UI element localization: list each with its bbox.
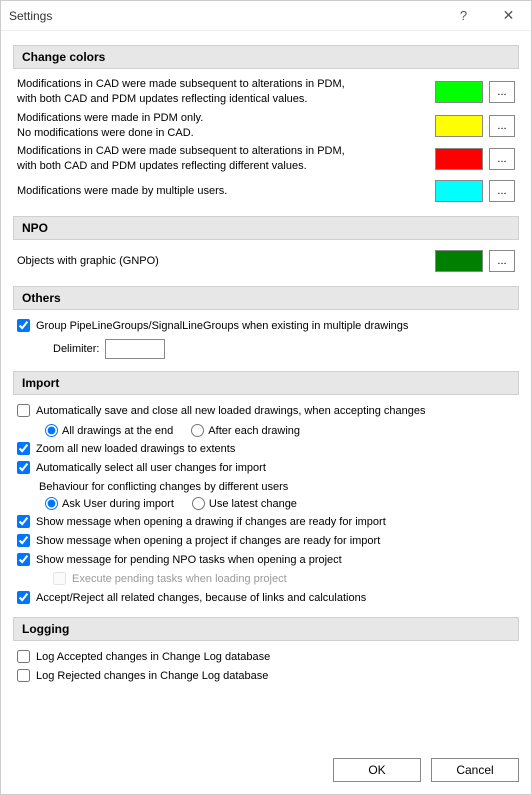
autosave-radio-row: All drawings at the end After each drawi… — [17, 420, 515, 439]
msg-project-row: Show message when opening a project if c… — [17, 531, 515, 550]
section-body-change-colors: Modifications in CAD were made subsequen… — [13, 69, 519, 210]
settings-window: Settings ? ✕ Change colors Modifications… — [0, 0, 532, 795]
color-swatch[interactable] — [435, 180, 483, 202]
group-pipelinegroups-label: Group PipeLineGroups/SignalLineGroups wh… — [36, 320, 408, 332]
cancel-button[interactable]: Cancel — [431, 758, 519, 782]
autosave-row: Automatically save and close all new loa… — [17, 401, 515, 420]
color-desc: Objects with graphic (GNPO) — [17, 254, 435, 269]
delimiter-label: Delimiter: — [53, 343, 99, 355]
section-body-others: Group PipeLineGroups/SignalLineGroups wh… — [13, 310, 519, 365]
msg-npo-row: Show message for pending NPO tasks when … — [17, 550, 515, 569]
color-row: Objects with graphic (GNPO) ... — [17, 246, 515, 276]
accept-reject-row: Accept/Reject all related changes, becau… — [17, 588, 515, 607]
color-swatch[interactable] — [435, 250, 483, 272]
close-icon[interactable]: ✕ — [486, 1, 531, 31]
autosave-checkbox[interactable] — [17, 404, 30, 417]
exec-pending-label: Execute pending tasks when loading proje… — [72, 573, 287, 585]
msg-project-label: Show message when opening a project if c… — [36, 535, 380, 547]
conflict-radio-ask-input[interactable] — [45, 497, 58, 510]
color-desc: Modifications in CAD were made subsequen… — [17, 77, 435, 107]
msg-project-checkbox[interactable] — [17, 534, 30, 547]
color-desc: Modifications were made in PDM only. No … — [17, 111, 435, 141]
log-rejected-label: Log Rejected changes in Change Log datab… — [36, 670, 268, 682]
color-pick-button[interactable]: ... — [489, 148, 515, 170]
color-pick-button[interactable]: ... — [489, 81, 515, 103]
conflict-heading: Behaviour for conflicting changes by dif… — [17, 477, 515, 493]
log-rejected-row: Log Rejected changes in Change Log datab… — [17, 666, 515, 685]
color-pick-button[interactable]: ... — [489, 180, 515, 202]
window-title: Settings — [9, 9, 441, 23]
delimiter-row: Delimiter: — [17, 335, 515, 361]
section-header-others: Others — [13, 286, 519, 310]
content-area: Change colors Modifications in CAD were … — [1, 31, 531, 748]
group-pipelinegroups-row: Group PipeLineGroups/SignalLineGroups wh… — [17, 316, 515, 335]
autoselect-checkbox[interactable] — [17, 461, 30, 474]
color-swatch[interactable] — [435, 115, 483, 137]
color-desc: Modifications in CAD were made subsequen… — [17, 144, 435, 174]
section-header-npo: NPO — [13, 216, 519, 240]
log-accepted-row: Log Accepted changes in Change Log datab… — [17, 647, 515, 666]
color-swatch[interactable] — [435, 81, 483, 103]
color-desc: Modifications were made by multiple user… — [17, 184, 435, 199]
color-pick-button[interactable]: ... — [489, 115, 515, 137]
conflict-radio-latest-input[interactable] — [192, 497, 205, 510]
section-header-import: Import — [13, 371, 519, 395]
autosave-label: Automatically save and close all new loa… — [36, 405, 426, 417]
color-pick-button[interactable]: ... — [489, 250, 515, 272]
zoom-row: Zoom all new loaded drawings to extents — [17, 439, 515, 458]
autosave-radio-all-input[interactable] — [45, 424, 58, 437]
color-row: Modifications in CAD were made subsequen… — [17, 142, 515, 176]
autosave-radio-each[interactable]: After each drawing — [191, 424, 300, 437]
section-body-npo: Objects with graphic (GNPO) ... — [13, 240, 519, 280]
titlebar: Settings ? ✕ — [1, 1, 531, 31]
group-pipelinegroups-checkbox[interactable] — [17, 319, 30, 332]
msg-npo-label: Show message for pending NPO tasks when … — [36, 554, 342, 566]
log-accepted-label: Log Accepted changes in Change Log datab… — [36, 651, 270, 663]
ok-button[interactable]: OK — [333, 758, 421, 782]
autoselect-row: Automatically select all user changes fo… — [17, 458, 515, 477]
conflict-radio-ask[interactable]: Ask User during import — [45, 497, 174, 510]
msg-drawing-label: Show message when opening a drawing if c… — [36, 516, 386, 528]
color-row: Modifications were made in PDM only. No … — [17, 109, 515, 143]
conflict-radio-latest[interactable]: Use latest change — [192, 497, 297, 510]
button-bar: OK Cancel — [1, 748, 531, 794]
color-row: Modifications were made by multiple user… — [17, 176, 515, 206]
msg-drawing-row: Show message when opening a drawing if c… — [17, 512, 515, 531]
section-header-logging: Logging — [13, 617, 519, 641]
zoom-label: Zoom all new loaded drawings to extents — [36, 443, 235, 455]
msg-drawing-checkbox[interactable] — [17, 515, 30, 528]
delimiter-input[interactable] — [105, 339, 165, 359]
color-swatch[interactable] — [435, 148, 483, 170]
conflict-radio-row: Ask User during import Use latest change — [17, 493, 515, 512]
section-header-change-colors: Change colors — [13, 45, 519, 69]
zoom-checkbox[interactable] — [17, 442, 30, 455]
color-row: Modifications in CAD were made subsequen… — [17, 75, 515, 109]
log-rejected-checkbox[interactable] — [17, 669, 30, 682]
msg-npo-checkbox[interactable] — [17, 553, 30, 566]
log-accepted-checkbox[interactable] — [17, 650, 30, 663]
accept-reject-label: Accept/Reject all related changes, becau… — [36, 592, 366, 604]
section-body-import: Automatically save and close all new loa… — [13, 395, 519, 611]
section-body-logging: Log Accepted changes in Change Log datab… — [13, 641, 519, 689]
autosave-radio-all[interactable]: All drawings at the end — [45, 424, 173, 437]
autosave-radio-each-input[interactable] — [191, 424, 204, 437]
exec-pending-row: Execute pending tasks when loading proje… — [17, 569, 515, 588]
help-icon[interactable]: ? — [441, 1, 486, 31]
autoselect-label: Automatically select all user changes fo… — [36, 462, 266, 474]
exec-pending-checkbox — [53, 572, 66, 585]
accept-reject-checkbox[interactable] — [17, 591, 30, 604]
